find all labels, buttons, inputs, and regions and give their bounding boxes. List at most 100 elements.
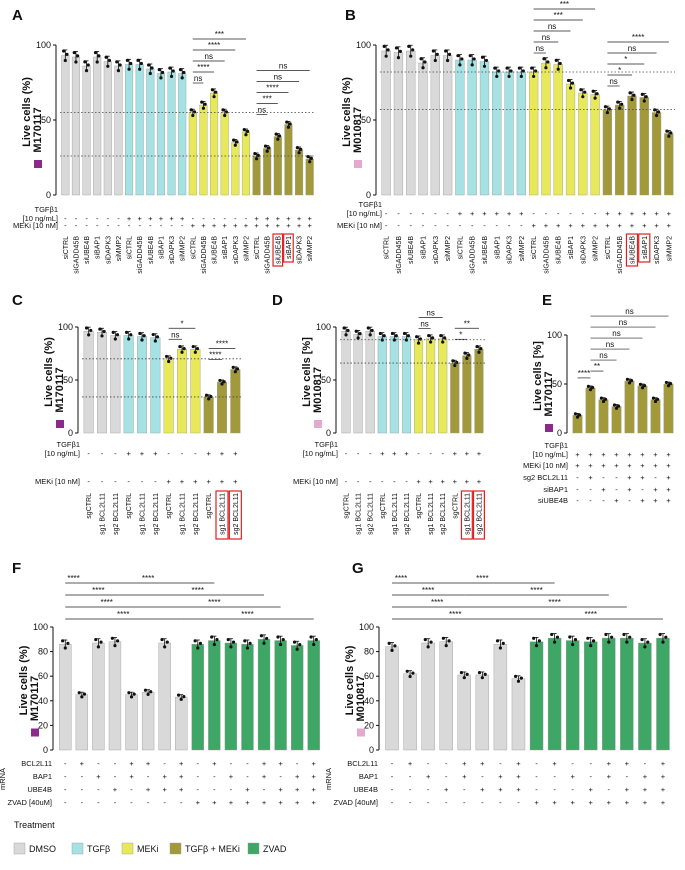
panel-g-point-7-2 (498, 646, 503, 650)
panel-a-cell-line-swatch (34, 160, 42, 168)
panel-c-cell-line: M170117 (54, 367, 66, 412)
panel-a-category-7: siCTRL (127, 236, 134, 259)
panel-b-point-17-3 (583, 90, 587, 94)
panel-b-point-3-3 (411, 48, 415, 52)
panel-c-row-1-mark-2: - (101, 449, 104, 458)
panel-a-row-2-mark-8: - (138, 221, 141, 230)
panel-c-point-7-1 (164, 354, 169, 359)
panel-f-y-tick-label: 20 (38, 720, 48, 730)
panel-e-point-1-3 (577, 413, 582, 417)
panel-b-point-21-3 (632, 93, 636, 97)
panel-c-category-2: sg1 BCL2L11 (100, 493, 107, 535)
panel-f-row-1-mark-11: - (230, 759, 233, 768)
panel-g-row-2-mark-6: - (481, 772, 484, 781)
panel-g-point-15-2 (643, 645, 647, 649)
panel-g-row-4-mark-8: - (517, 798, 520, 807)
panel-a-sig-label-4: **** (208, 41, 220, 50)
panel-e-row-2-mark-8: + (666, 461, 671, 470)
panel-a-point-24-1 (306, 155, 310, 159)
panel-b-bar-8 (467, 59, 477, 196)
panel-a-category-2: siGADD45B (73, 236, 80, 274)
panel-a-point-4-1 (93, 50, 98, 55)
panel-b-category-18: siMMP2 (593, 236, 600, 261)
panel-g-row-3-mark-13: - (608, 785, 611, 794)
panel-b-row-1-mark-14: - (545, 209, 548, 218)
panel-f-cell-line: M170117 (29, 676, 41, 721)
panel-a-bar-7 (125, 64, 134, 196)
panel-f-row-3-mark-8: + (179, 785, 184, 794)
panel-a-point-16-2 (223, 113, 227, 118)
panel-d-point-7-1 (415, 335, 419, 339)
panel-e-point-3-3 (603, 397, 608, 401)
panel-c-point-6-3 (155, 335, 160, 339)
panel-d-y-tick-label: 0 (326, 428, 331, 438)
panel-b-row-1-mark-8: + (470, 209, 475, 218)
panel-c-sig-label-2: * (180, 319, 183, 328)
panel-g-row-3-mark-2: - (409, 785, 412, 794)
panel-b-category-11: siDAPK3 (507, 236, 514, 264)
panel-f-y-tick-label: 60 (38, 671, 48, 681)
panel-g-row-4-mark-9: + (534, 798, 539, 807)
panel-g-row-1-mark-1: - (391, 759, 394, 768)
panel-f-point-7-1 (160, 637, 164, 642)
panel-g-point-7-1 (495, 639, 500, 643)
panel-g-row-3-mark-12: + (589, 785, 594, 794)
panel-b-row-2-mark-8: - (471, 221, 474, 230)
panel-g-point-1-1 (387, 641, 391, 645)
panel-a-label: A (12, 7, 23, 24)
panel-e-point-5-1 (625, 377, 630, 381)
panel-b-sig-label-3: ns (548, 22, 556, 31)
panel-g-row-4-mark-15: + (643, 798, 648, 807)
panel-f-point-4-1 (110, 636, 114, 640)
panel-g-sig-label-5: **** (476, 574, 488, 583)
panel-e-row-4-mark-8: + (666, 485, 671, 494)
panel-b-point-18-1 (591, 89, 595, 93)
panel-b-point-10-2 (495, 74, 499, 79)
panel-a-category-1: siCTRL (63, 236, 70, 259)
panel-b-bar-15 (553, 64, 563, 196)
panel-a-category-9: siUBE4B (148, 236, 155, 264)
panel-f-ylabel: Live cells (%) (18, 645, 30, 715)
panel-f-row-2-mark-12: - (246, 772, 249, 781)
panel-c-point-1-3 (89, 328, 93, 333)
panel-g-point-12-2 (589, 644, 593, 648)
panel-g-point-10-1 (550, 632, 554, 637)
panel-b-point-7-1 (456, 54, 460, 58)
panel-d-point-11-1 (463, 351, 467, 355)
panel-a-point-21-3 (277, 134, 282, 138)
panel-b-point-23-3 (656, 110, 661, 114)
panel-f-point-13-2 (262, 641, 266, 645)
panel-a-bar-6 (114, 65, 123, 196)
panel-a-row-2-mark-7: - (128, 221, 131, 230)
panel-d-row-2-mark-4: - (381, 477, 384, 486)
panel-b-row-1-mark-20: + (617, 209, 622, 218)
panel-c-highlight-box-1 (215, 490, 229, 540)
panel-f-row-3-mark-4: + (113, 785, 118, 794)
panel-b-point-15-3 (558, 61, 562, 66)
panel-g-row-3-mark-10: - (553, 785, 556, 794)
panel-f-row-1-mark-10: + (212, 759, 217, 768)
panel-e-row-5-mark-3: - (602, 496, 605, 505)
panel-a-point-24-3 (309, 156, 313, 160)
panel-e-bar-6 (637, 385, 648, 434)
panel-b-point-11-2 (507, 74, 511, 79)
panel-b-point-16-3 (570, 81, 575, 85)
panel-f-bar-4 (108, 641, 122, 751)
panel-g-y-tick-label: 20 (364, 720, 374, 730)
panel-b-category-6: siMMP2 (445, 236, 452, 261)
panel-a-row-2-mark-12: - (181, 221, 184, 230)
panel-e-point-4-2 (614, 406, 619, 410)
panel-a-point-19-1 (253, 152, 257, 156)
panel-a-point-4-2 (95, 60, 99, 64)
panel-d-category-2: sg1 BCL2L11 (356, 493, 363, 535)
panel-c-row-1-mark-11: + (220, 449, 225, 458)
panel-d-point-9-1 (439, 334, 443, 338)
panel-b-sig-label-5: *** (560, 0, 569, 9)
panel-d-point-5-3 (394, 334, 398, 338)
panel-b-row-2-mark-6: - (446, 221, 449, 230)
panel-b-row-1-mark-15: - (557, 209, 560, 218)
panel-g-cell-line: M010817 (355, 676, 367, 722)
panel-b-category-13: siCTRL (531, 236, 538, 259)
panel-c-category-9: sg2 BCL2L11 (193, 493, 200, 535)
panel-b-point-6-2 (446, 58, 450, 63)
